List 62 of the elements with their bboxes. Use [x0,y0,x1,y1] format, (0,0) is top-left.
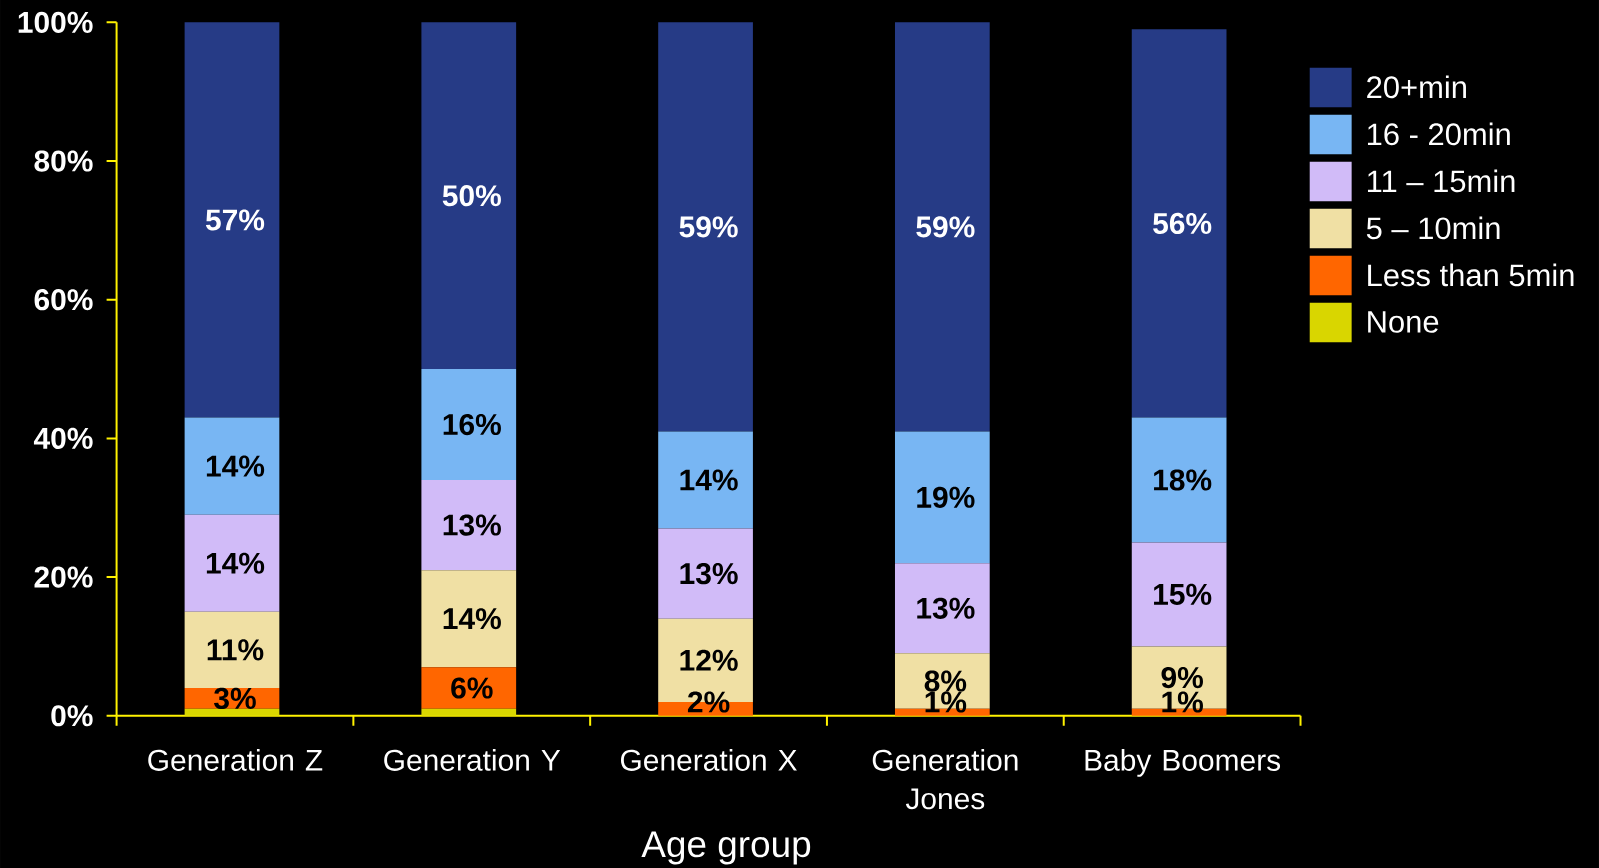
bar [1131,417,1227,543]
x-tick-label: Generation Jones [872,748,1018,810]
x-tick-label: Generation X [620,748,797,771]
bar [1131,29,1227,418]
bar [658,431,753,529]
y-tick-label: 100% [18,11,93,33]
bar [184,417,280,515]
bar [421,708,517,716]
data-label: 1% [925,691,967,713]
data-label: 16% [443,413,501,435]
bar [184,22,280,418]
data-label: 57% [205,209,265,231]
bar [184,611,280,688]
bar [894,431,990,563]
data-label: 8% [924,670,967,692]
legend-label: 11 – 15min [1367,169,1515,193]
data-label: 14% [206,455,265,477]
data-label: 3% [214,687,256,709]
bar [421,666,517,709]
data-label: 13% [680,562,738,584]
legend-label: Less than 5min [1368,263,1574,287]
data-label: 13% [443,514,501,536]
y-tick-label: 0% [51,704,93,727]
bar [894,562,990,654]
y-tick-label: 20% [34,566,93,588]
bar [184,514,280,612]
data-label: 56% [1153,212,1212,234]
data-label: 1% [1162,691,1203,713]
data-label: 14% [443,607,501,629]
data-label: 11% [207,639,264,661]
bar [421,368,517,480]
data-label: 6% [451,677,493,699]
data-label: 13% [917,597,975,619]
data-label: 59% [679,216,738,238]
legend-label: 5 – 10min [1366,216,1500,240]
x-tick-label: Generation Y [384,748,561,771]
bar [421,22,517,369]
bar [421,479,517,570]
data-label: 9% [1161,666,1203,688]
x-axis-title: Age group [641,831,811,865]
data-label: 19% [917,486,975,508]
x-tick-label: Generation Z [148,748,323,771]
legend-label: 20+min [1367,75,1466,99]
legend-label: 16 - 20min [1367,122,1510,146]
data-label: 18% [1154,469,1212,491]
bar [658,528,753,619]
data-label: 59% [916,216,975,238]
data-label: 14% [206,552,265,574]
y-tick-label: 40% [33,427,93,449]
legend-label: None [1368,310,1439,333]
bar [1131,542,1227,647]
y-tick-label: 80% [34,150,93,172]
bar [658,22,753,432]
bar [184,708,280,716]
bar [894,22,990,432]
data-label: 50% [442,184,501,207]
data-label: 14% [680,469,738,491]
y-tick-label: 60% [34,288,93,311]
data-label: 12% [680,649,738,671]
x-tick-label: Baby Boomers [1085,748,1281,777]
bar [421,569,517,667]
data-label: 15% [1154,583,1212,605]
